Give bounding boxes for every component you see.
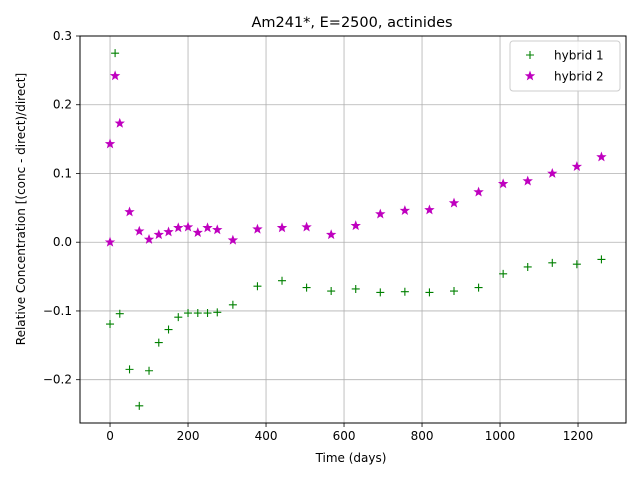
series-1-point [523,262,532,271]
grid-layer [80,35,626,423]
chart-title: Am241*, E=2500, actinides [251,15,452,31]
x-tick-label: 600 [333,429,356,443]
series-2-point [134,225,145,236]
series-2-point [350,220,361,231]
y-tick-label: 0.2 [53,98,72,112]
series-1-point [228,300,237,309]
series-2-point [276,222,288,233]
x-tick-label: 800 [411,429,434,443]
series-2-point [252,223,263,234]
series-1-point [474,283,483,292]
series-2-point [124,206,135,217]
series-2-point [104,236,116,247]
series-1-point [376,288,385,297]
series-1-point [327,287,336,296]
series-1-point [164,325,173,334]
series-1-point [135,401,144,410]
legend-label: hybrid 1 [554,49,604,63]
series-1-point [115,309,124,318]
series-2-point [473,186,484,197]
x-axis-label: Time (days) [315,451,387,465]
legend-box [509,40,621,92]
series-2-point [301,221,312,232]
series-2-points [104,70,607,247]
series-1-point [425,288,434,297]
series-2-point [571,161,583,172]
series-1-point [572,260,581,269]
legend-entry: hybrid 1 [526,49,604,63]
legend-entry: hybrid 2 [524,70,604,84]
series-2-point [448,197,460,208]
series-1-point [597,255,606,264]
series-1-points [106,49,606,410]
series-1-point [351,284,360,293]
series-1-point [145,366,154,375]
series-2-point [114,117,125,128]
series-1-point [302,283,311,292]
plot-frame [79,35,627,424]
legend-marker [524,70,536,81]
series-2-point [153,229,164,240]
series-1-point [184,309,193,318]
series-1-point [154,338,163,347]
series-2-point [375,208,386,219]
legend-label: hybrid 2 [554,70,604,84]
x-tick-label: 0 [106,429,114,443]
y-axis-label: Relative Concentration [(conc - direct)/… [14,73,28,345]
series-2-point [182,221,194,232]
series-2-point [104,138,116,149]
series-1-point [278,276,287,285]
series-2-point [202,222,213,233]
series-2-point [547,168,558,178]
x-tick-label: 1000 [485,429,516,443]
series-2-point [227,234,239,245]
marks-layer [104,49,607,410]
y-tick-label: −0.2 [43,373,72,387]
series-1-point [111,49,120,58]
series-1-point [499,269,508,278]
series-2-point [109,70,121,81]
series-1-point [193,309,202,318]
series-1-point [174,313,183,322]
series-2-point [163,226,174,237]
y-tick-label: 0.0 [53,235,72,249]
x-tick-label: 400 [255,429,278,443]
series-1-point [203,309,212,318]
series-2-point [143,234,155,244]
series-1-point [106,320,115,329]
series-1-point [450,287,459,296]
y-tick-label: 0.1 [53,166,72,180]
legend: hybrid 1 hybrid 2 [509,40,621,92]
series-2-point [399,205,411,216]
series-2-point [596,151,607,162]
series-1-point [253,282,262,291]
ticks-layer: 0 200 400 600 800 1000 1200 −0.2 −0.1 0.0 0.1 0.2 0.… [43,29,593,443]
y-tick-label: 0.3 [53,29,72,43]
series-2-point [173,222,184,233]
x-tick-label: 200 [177,429,200,443]
series-1-point [400,287,409,296]
series-2-point [192,227,203,237]
series-1-point [213,308,222,317]
series-2-point [497,178,509,189]
series-2-point [522,175,533,186]
y-tick-label: −0.1 [43,304,72,318]
series-1-point [548,258,557,267]
series-1-point [125,365,134,374]
x-tick-label: 1200 [563,429,594,443]
series-2-point [212,224,223,235]
series-2-point [325,229,337,240]
series-2-point [424,204,435,215]
legend-marker [526,51,534,59]
